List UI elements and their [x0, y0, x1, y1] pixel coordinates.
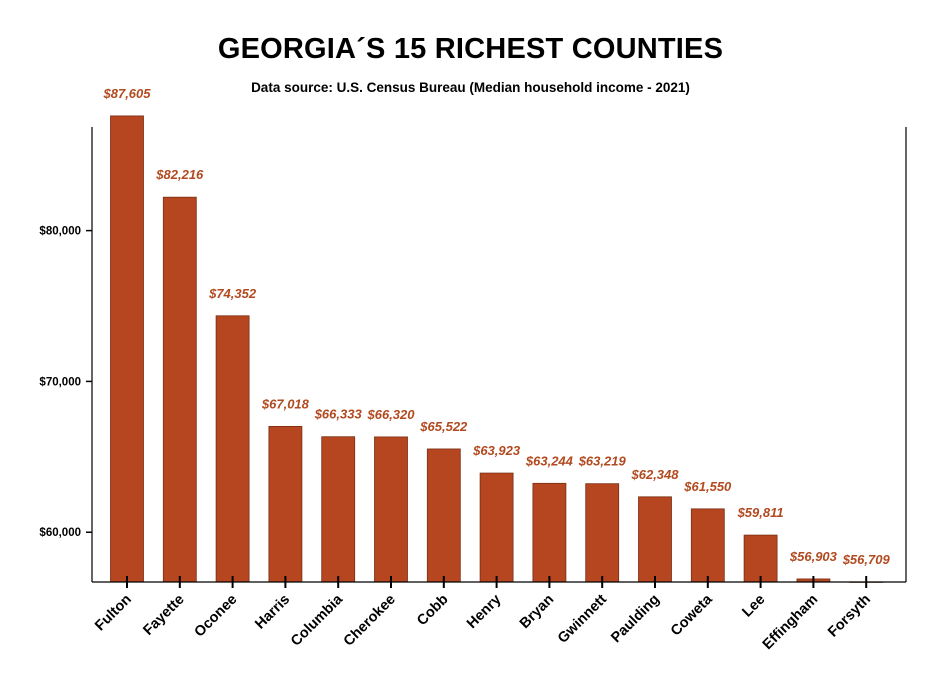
data-label: $87,605	[103, 86, 152, 101]
axes-layer	[86, 127, 907, 588]
bar	[426, 448, 461, 583]
x-tick-label: Fulton	[92, 592, 135, 635]
bar	[638, 496, 672, 583]
bar	[479, 472, 514, 583]
x-tick-label: Oconee	[192, 592, 241, 641]
bar	[690, 508, 725, 583]
x-tick-label: Columbia	[288, 591, 347, 650]
bar	[268, 425, 303, 583]
x-tick-label: Gwinnett	[555, 591, 610, 646]
bar	[162, 196, 197, 583]
data-label: $66,320	[367, 407, 416, 422]
y-tick-label: $60,000	[39, 527, 81, 539]
x-tick-label: Forsyth	[825, 592, 874, 641]
data-label: $59,811	[737, 505, 784, 520]
bar	[743, 534, 778, 583]
x-tick-label: Harris	[252, 592, 293, 633]
y-tick-label: $80,000	[39, 226, 81, 238]
data-label: $63,923	[472, 443, 521, 458]
data-label: $67,018	[261, 396, 310, 411]
bar	[585, 483, 620, 583]
bar	[374, 436, 408, 583]
x-tick-label: Fayette	[140, 592, 187, 639]
y-tick-label: $70,000	[39, 376, 81, 388]
data-label: $56,709	[842, 552, 891, 567]
x-tick-label: Coweta	[668, 591, 716, 639]
bar	[215, 315, 250, 583]
x-tick-label: Bryan	[517, 592, 557, 632]
x-tick-label: Paulding	[608, 592, 663, 647]
data-label: $66,333	[314, 407, 363, 422]
x-tick-label: Cherokee	[341, 592, 399, 650]
data-label: $82,216	[155, 167, 204, 182]
data-label: $62,348	[631, 467, 680, 482]
bars-layer	[110, 115, 884, 583]
data-label: $65,522	[419, 419, 468, 434]
bar	[110, 115, 144, 583]
data-label: $63,244	[525, 453, 574, 468]
data-label: $61,550	[683, 479, 732, 494]
chart-subtitle: Data source: U.S. Census Bureau (Median …	[251, 80, 690, 95]
x-tick-label: Effingham	[760, 592, 821, 653]
chart-title: GEORGIA´S 15 RICHEST COUNTIES	[217, 33, 724, 65]
bar	[532, 482, 567, 583]
x-tick-label: Cobb	[414, 591, 452, 629]
data-label: $63,219	[578, 454, 627, 469]
data-label: $56,903	[789, 549, 838, 564]
x-tick-label: Lee	[739, 592, 768, 621]
x-tick-label: Henry	[464, 592, 504, 632]
data-label: $74,352	[208, 286, 257, 301]
bar	[321, 436, 356, 583]
